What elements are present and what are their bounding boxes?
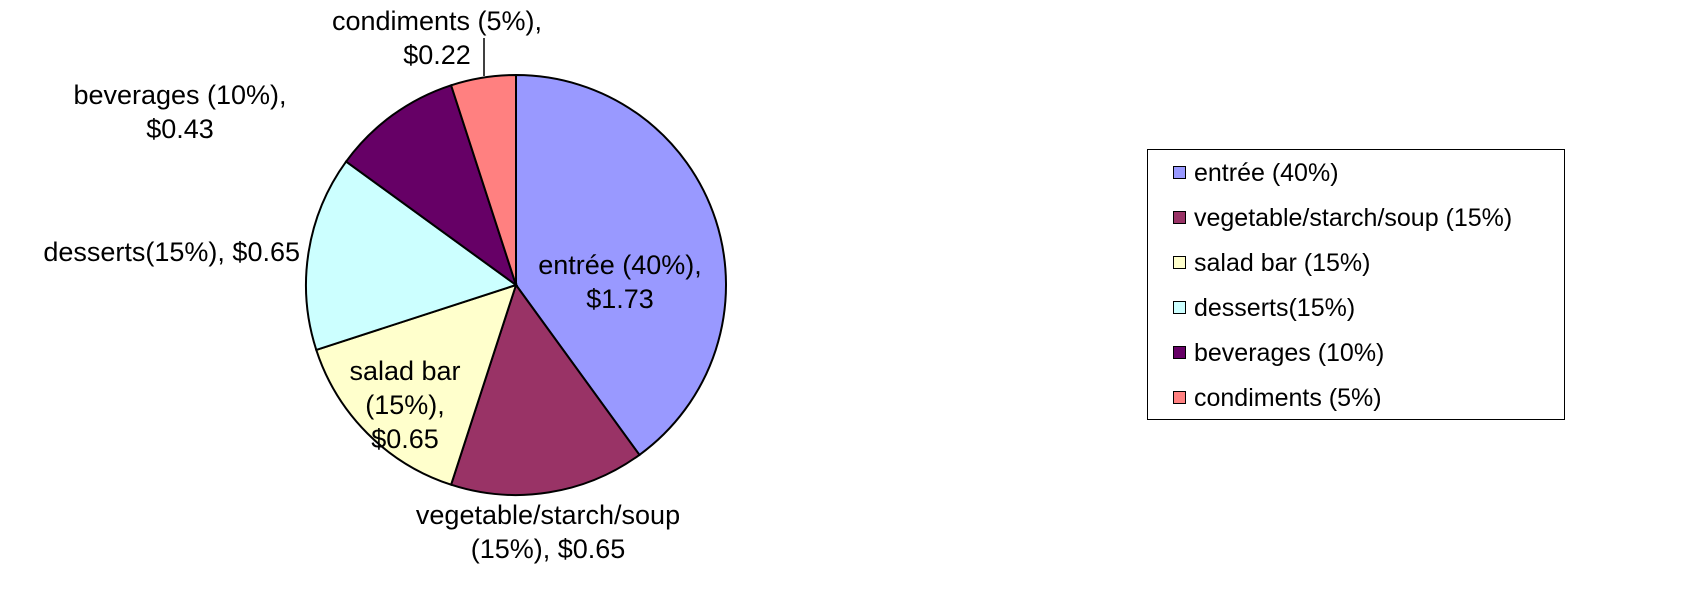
pie-slice	[315, 283, 518, 486]
legend-label: entrée (40%)	[1194, 159, 1339, 187]
data-label: salad bar (15%), $0.65	[349, 356, 461, 454]
legend-swatch	[1173, 346, 1186, 359]
legend-swatch	[1173, 256, 1186, 269]
data-label: vegetable/starch/soup (15%), $0.65	[415, 500, 681, 564]
legend-label: condiments (5%)	[1194, 384, 1382, 412]
legend: entrée (40%) vegetable/starch/soup (15%) s…	[1147, 149, 1565, 420]
data-label: condiments (5%), $0.22	[331, 6, 543, 70]
data-label: entrée (40%), $1.73	[538, 250, 702, 314]
legend-label: desserts(15%)	[1194, 294, 1356, 322]
pie-slice	[515, 73, 727, 457]
legend-label: vegetable/starch/soup (15%)	[1194, 204, 1513, 232]
pie-slice	[449, 282, 641, 496]
data-label: beverages (10%), $0.43	[73, 80, 287, 144]
data-label: desserts(15%), $0.65	[43, 237, 300, 267]
legend-swatch	[1173, 391, 1186, 404]
legend-label: salad bar (15%)	[1194, 249, 1371, 277]
legend-label: beverages (10%)	[1194, 339, 1385, 367]
legend-swatch	[1173, 211, 1186, 224]
legend-swatch	[1173, 166, 1186, 179]
pie-slice	[449, 73, 517, 286]
pie-slice	[344, 84, 518, 288]
pie-slice	[305, 160, 519, 352]
legend-swatch	[1173, 301, 1186, 314]
